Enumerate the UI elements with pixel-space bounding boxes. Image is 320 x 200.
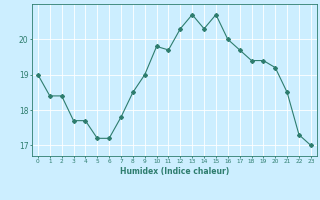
X-axis label: Humidex (Indice chaleur): Humidex (Indice chaleur) (120, 167, 229, 176)
